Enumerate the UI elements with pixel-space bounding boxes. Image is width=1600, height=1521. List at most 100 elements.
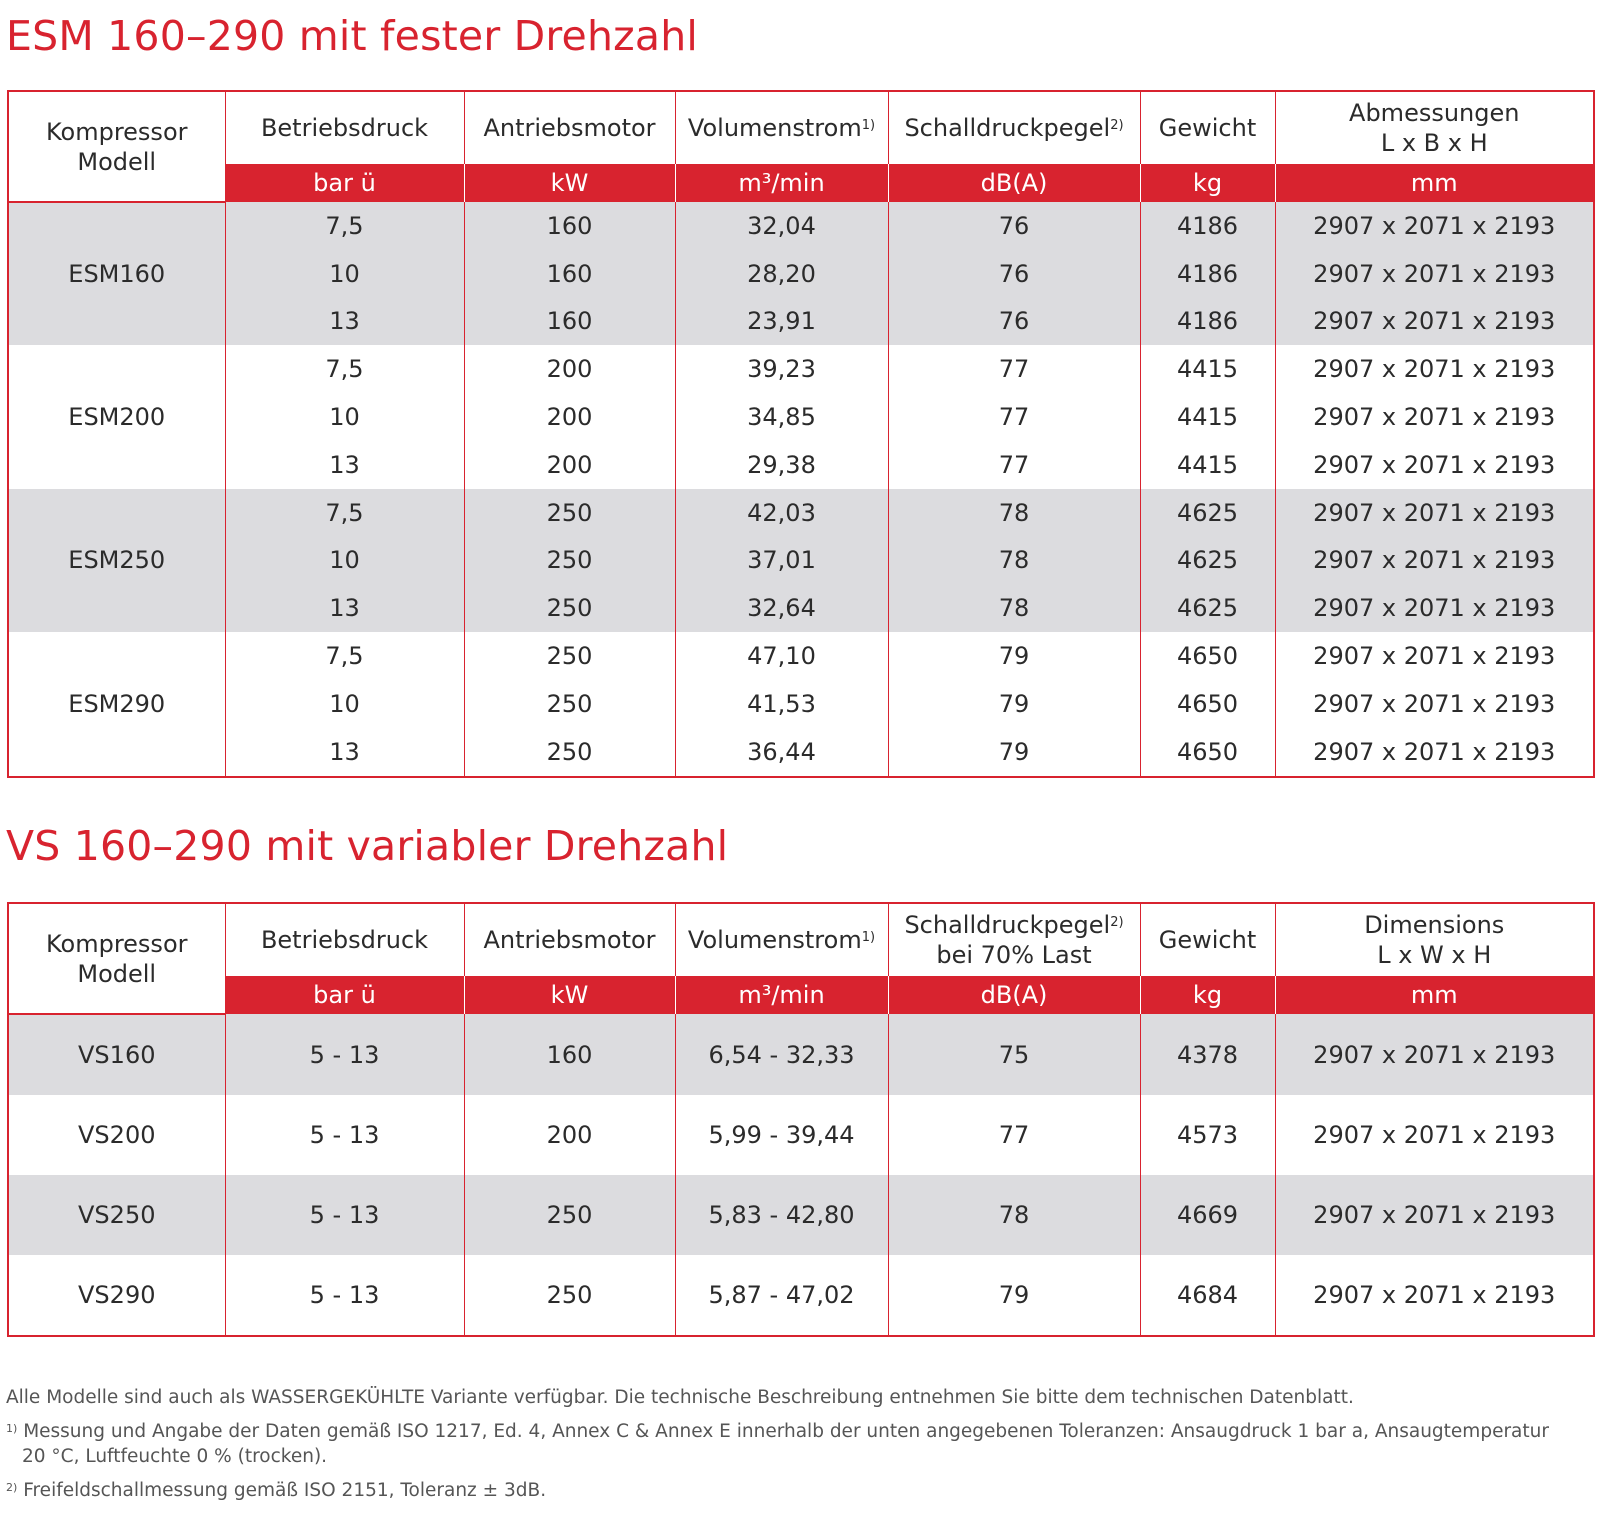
unit-cell: kg (1140, 164, 1276, 202)
column-header-text: Dimensions (1364, 911, 1505, 939)
data-cell: 250 (464, 1175, 676, 1255)
column-header-label: Schalldruckpegel2) (889, 910, 1140, 940)
data-cell: 79 (888, 1255, 1141, 1336)
model-cell: VS290 (8, 1255, 226, 1336)
model-cell: ESM160 (8, 202, 226, 346)
column-header: Antriebsmotor (464, 903, 676, 976)
unit-row: bar ü kW m³/min dB(A) kg mm (8, 164, 1594, 202)
column-header-text: Abmessungen (1349, 99, 1520, 127)
data-cell: 4650 (1140, 679, 1276, 728)
footnote-1-text: Messung und Angabe der Daten gemäß ISO 1… (22, 1421, 1549, 1467)
data-cell: 4415 (1140, 440, 1276, 489)
data-cell: 4415 (1140, 393, 1276, 441)
data-cell: 200 (464, 393, 676, 441)
data-cell: 160 (464, 1014, 676, 1095)
table-row: 10 160 28,20 76 4186 2907 x 2071 x 2193 (8, 249, 1594, 298)
data-cell: 4669 (1140, 1175, 1276, 1255)
data-cell: 160 (464, 249, 676, 298)
table-row: 13 160 23,91 76 4186 2907 x 2071 x 2193 (8, 297, 1594, 346)
data-cell: 2907 x 2071 x 2193 (1275, 1014, 1594, 1095)
column-header-text: Gewicht (1158, 926, 1257, 954)
data-cell: 200 (464, 440, 676, 489)
footnote-ref: 2) (1110, 915, 1124, 930)
data-cell: 2907 x 2071 x 2193 (1313, 450, 1556, 479)
header-model-line: Kompressor (45, 929, 188, 958)
data-cell: 2907 x 2071 x 2193 (1313, 737, 1556, 766)
table-row: 10 200 34,85 77 4415 2907 x 2071 x 2193 (8, 393, 1594, 441)
data-cell: 2907 x 2071 x 2193 (1313, 403, 1556, 432)
column-header: Schalldruckpegel2) bei 70% Last (888, 903, 1141, 976)
column-header-label: Betriebsdruck (226, 925, 464, 955)
column-header-text: Gewicht (1158, 114, 1257, 142)
column-header: Antriebsmotor (464, 91, 676, 164)
data-cell: 29,38 (675, 440, 889, 489)
data-cell: 10 (225, 393, 465, 441)
data-cell: 10 (225, 536, 465, 585)
column-header: Abmessungen L x B x H (1275, 91, 1594, 164)
table-row: VS250 5 - 13 250 5,83 - 42,80 78 4669 2907 x 2… (8, 1175, 1594, 1255)
data-cell: 2907 x 2071 x 2193 (1313, 1281, 1556, 1309)
data-cell: 2907 x 2071 x 2193 (1275, 488, 1594, 537)
data-cell: 13 (225, 727, 465, 777)
footnote-ref: 1) (861, 118, 876, 133)
data-cell: 78 (888, 488, 1141, 537)
model-cell: ESM250 (8, 488, 226, 633)
column-header-text: Schalldruckpegel (904, 114, 1111, 142)
data-cell: 37,01 (675, 536, 889, 585)
data-cell: 4625 (1140, 488, 1276, 537)
data-cell: 34,85 (675, 393, 889, 441)
data-cell: 160 (464, 297, 676, 346)
header-row: Kompressor Modell Betriebsdruck Antriebsmot… (8, 91, 1594, 203)
footnote-ref: 2) (1110, 118, 1124, 133)
column-header-label: Antriebsmotor (465, 925, 675, 955)
data-cell: 28,20 (675, 249, 889, 298)
unit-cell: m³/min (675, 164, 889, 202)
data-cell: 32,64 (675, 584, 889, 633)
header-model-line: Modell (77, 959, 157, 988)
unit-cell: m³/min (675, 976, 889, 1014)
table-row: 10 250 37,01 78 4625 2907 x 2071 x 2193 (8, 536, 1594, 585)
column-header-text: Antriebsmotor (483, 114, 656, 142)
data-cell: 39,23 (675, 345, 889, 394)
data-cell: 5 - 13 (225, 1095, 465, 1175)
footnote-2: 2) Freifeldschallmessung gemäß ISO 2151,… (6, 1478, 1566, 1503)
data-cell: 2907 x 2071 x 2193 (1275, 584, 1594, 633)
column-header-text: Betriebsdruck (260, 114, 429, 142)
data-cell: 23,91 (675, 297, 889, 346)
data-cell: 2907 x 2071 x 2193 (1275, 249, 1594, 298)
data-cell: 200 (464, 1095, 676, 1175)
data-cell: 4415 (1140, 345, 1276, 394)
data-cell: 250 (464, 679, 676, 728)
table-row: ESM200 7,5 200 39,23 77 4415 2907 x 2071 x 219… (8, 345, 1594, 489)
data-cell: 250 (464, 632, 676, 680)
data-cell: 2907 x 2071 x 2193 (1275, 202, 1594, 250)
table-row: ESM160 7,5 160 32,04 76 4186 2907 x 2071 x 219… (8, 202, 1594, 346)
data-cell: 13 (225, 297, 465, 346)
table-row: VS290 5 - 13 250 5,87 - 47,02 79 4684 2907 x 2… (8, 1255, 1594, 1336)
data-cell: 77 (888, 1095, 1141, 1175)
data-cell: 41,53 (675, 679, 889, 728)
data-cell: 250 (464, 727, 676, 777)
column-header: Betriebsdruck (225, 903, 465, 976)
column-header-text: Antriebsmotor (483, 926, 656, 954)
column-header: Gewicht (1140, 903, 1276, 976)
esm-section-title: ESM 160–290 mit fester Drehzahl (6, 12, 698, 60)
column-header-sublabel: L x W x H (1377, 941, 1492, 969)
column-header-label: Betriebsdruck (226, 113, 464, 143)
column-header-label: Volumenstrom1) (676, 113, 888, 143)
table-row: VS200 5 - 13 200 5,99 - 39,44 77 4573 2907 x 2… (8, 1095, 1594, 1175)
data-cell: 47,10 (675, 632, 889, 680)
data-cell: 4625 (1140, 536, 1276, 585)
column-header-label: Gewicht (1141, 925, 1275, 955)
data-cell: 79 (888, 679, 1141, 728)
data-cell: 6,54 - 32,33 (675, 1014, 889, 1095)
data-cell: 2907 x 2071 x 2193 (1313, 1121, 1556, 1149)
column-header-label: Antriebsmotor (465, 113, 675, 143)
data-cell: 32,04 (675, 202, 889, 250)
unit-cell: dB(A) (888, 164, 1141, 202)
data-cell: 250 (464, 1255, 676, 1336)
column-header: Schalldruckpegel2) (888, 91, 1141, 164)
column-header: Dimensions L x W x H (1275, 903, 1594, 976)
data-cell: 5 - 13 (225, 1014, 465, 1095)
data-cell: 4378 (1140, 1014, 1276, 1095)
